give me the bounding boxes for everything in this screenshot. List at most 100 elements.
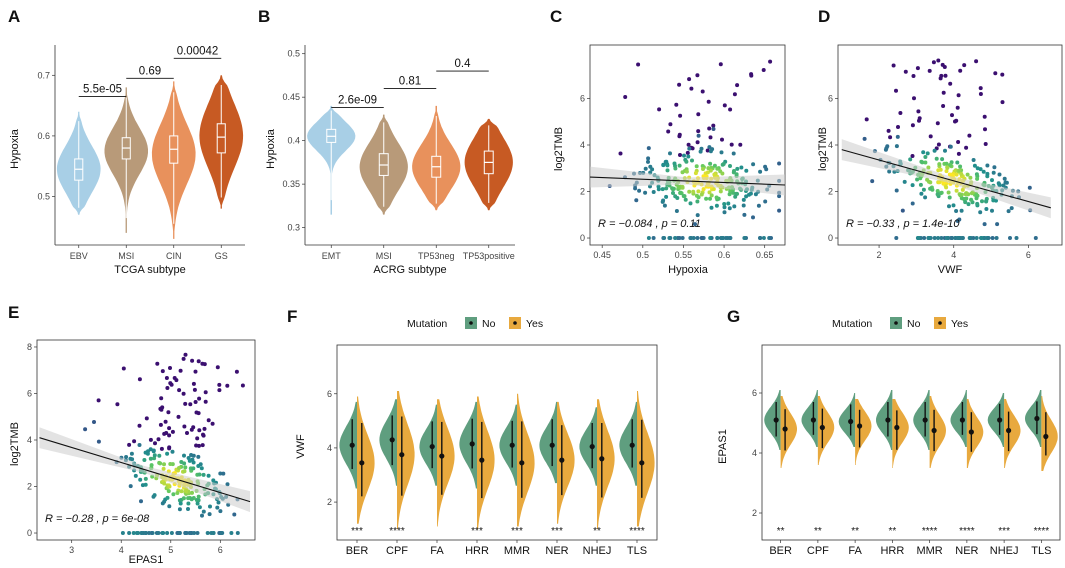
data-point	[992, 165, 997, 170]
data-point	[120, 531, 125, 535]
data-point	[974, 236, 979, 240]
median-point-yes	[1043, 433, 1049, 440]
significance-stars: **	[888, 526, 896, 537]
median-point-no	[810, 417, 817, 423]
data-point	[202, 426, 207, 431]
data-point	[643, 190, 648, 195]
data-point	[229, 531, 234, 535]
data-point	[1033, 236, 1038, 240]
split-violin-yes	[1041, 396, 1058, 471]
data-point	[709, 205, 714, 210]
data-point	[668, 122, 673, 127]
split-violin-yes	[817, 396, 835, 465]
data-point	[132, 439, 137, 444]
data-point	[688, 201, 693, 206]
data-point	[693, 171, 698, 176]
data-point	[170, 449, 175, 454]
y-axis-title: log2TMB	[817, 127, 829, 171]
data-point	[731, 151, 736, 156]
data-point	[189, 497, 194, 502]
data-point	[191, 381, 196, 386]
data-point	[196, 359, 201, 364]
panel-e: E 0 2 4 6 8 log2TMB EPAS1 3 4 5 6 R = −0.28 , p = 6e…	[8, 303, 256, 566]
y-tick-label: 2	[828, 187, 833, 197]
data-point	[971, 158, 976, 162]
y-axis-title: EPAS1	[717, 429, 729, 464]
data-point	[962, 63, 967, 68]
split-violin-yes	[892, 399, 909, 468]
data-point	[944, 169, 949, 174]
data-point	[936, 168, 941, 173]
data-point	[968, 175, 973, 180]
data-point	[147, 531, 151, 535]
data-point	[696, 112, 701, 117]
significance-stars: ***	[471, 526, 483, 537]
data-point	[196, 494, 201, 499]
data-point	[960, 236, 965, 240]
data-point	[172, 376, 177, 380]
data-point	[709, 193, 714, 198]
data-point	[978, 86, 983, 91]
data-point	[1014, 236, 1019, 240]
data-point	[664, 186, 669, 191]
data-point	[704, 196, 709, 201]
data-point	[159, 396, 164, 401]
median-point-no	[509, 442, 515, 448]
data-point	[982, 114, 987, 119]
significance-stars: ***	[998, 526, 1010, 537]
data-point	[946, 190, 951, 195]
data-point	[721, 162, 726, 166]
data-point	[685, 150, 690, 155]
data-point	[965, 172, 970, 177]
x-tick-label: CIN	[166, 251, 182, 261]
data-point	[153, 441, 157, 446]
panel-b: B 0.3 0.35 0.4 0.45 0.5 Hypoxia ACRG subtype EMT…	[258, 7, 515, 276]
legend-key-dot	[513, 321, 517, 325]
data-point	[921, 187, 926, 192]
data-point	[143, 476, 148, 481]
data-point	[177, 388, 182, 393]
significance-stars: ****	[389, 526, 405, 537]
legend-key-dot	[938, 321, 942, 325]
data-point	[225, 482, 230, 487]
data-point	[668, 151, 672, 156]
x-axis-title: EPAS1	[129, 554, 164, 566]
data-point	[136, 531, 141, 535]
data-point	[689, 236, 694, 240]
data-point	[128, 484, 133, 489]
data-point	[984, 207, 989, 211]
data-point	[183, 465, 188, 470]
data-point	[708, 149, 713, 154]
data-point	[701, 187, 706, 192]
median-point-yes	[931, 427, 937, 434]
data-point	[994, 236, 999, 240]
data-point	[127, 531, 132, 535]
data-point	[646, 236, 651, 240]
data-point	[623, 95, 628, 99]
median-point-no	[959, 417, 966, 423]
legend-label: No	[482, 318, 496, 330]
data-point	[160, 501, 165, 506]
y-tick-label: 0	[27, 528, 32, 538]
data-point	[160, 405, 165, 410]
data-point	[943, 73, 948, 78]
y-tick-label: 2	[580, 187, 585, 197]
data-point	[618, 151, 623, 156]
data-point	[981, 169, 986, 174]
data-point	[127, 442, 132, 447]
data-point	[991, 170, 996, 175]
data-point	[691, 189, 696, 194]
data-point	[753, 192, 758, 197]
data-point	[167, 446, 172, 451]
data-point	[777, 194, 782, 199]
data-point	[971, 236, 976, 240]
y-tick-label: 6	[828, 93, 833, 103]
panel-label: D	[818, 7, 830, 26]
data-point	[188, 402, 193, 407]
data-point	[720, 137, 724, 142]
data-point	[940, 157, 945, 162]
data-point	[696, 129, 701, 134]
legend-label: Yes	[951, 318, 968, 330]
data-point	[728, 236, 733, 240]
data-point	[916, 236, 921, 240]
